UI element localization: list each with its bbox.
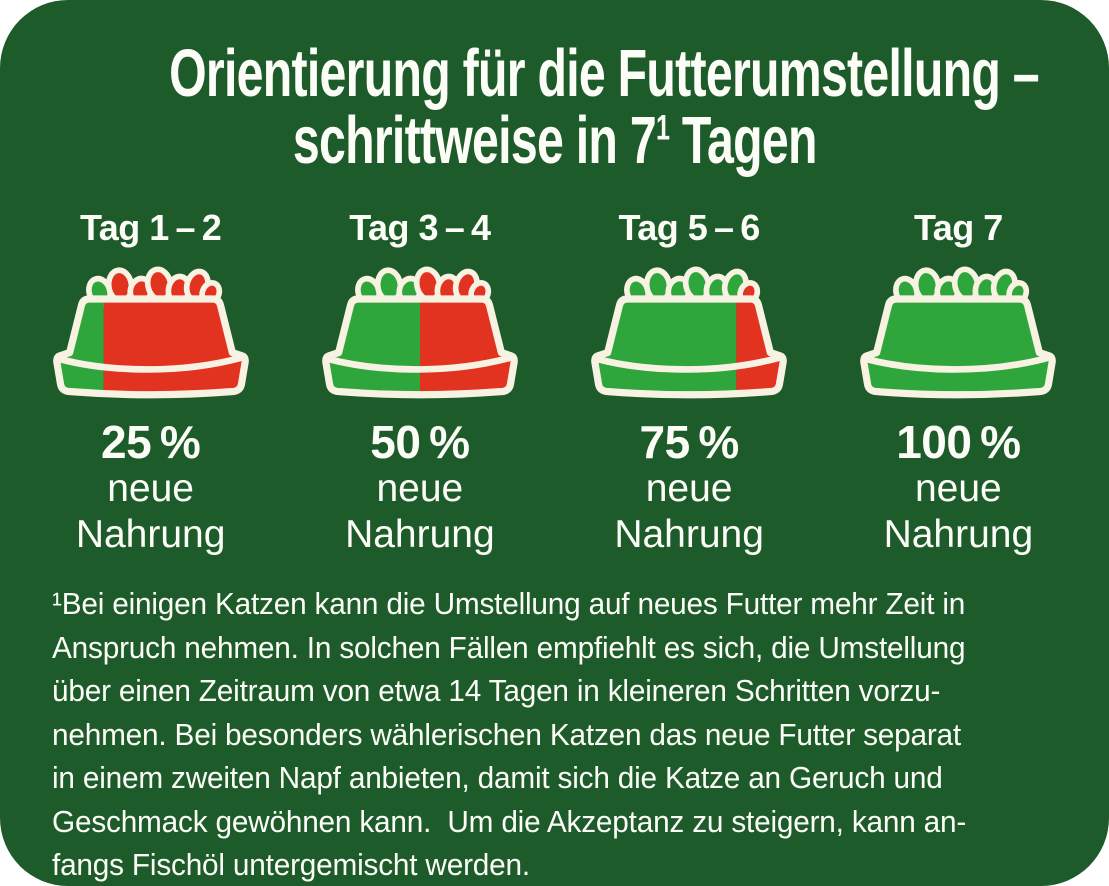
percent-caption-line2: Nahrung xyxy=(75,513,226,556)
pet-food-bowl-icon xyxy=(824,264,1093,404)
percent-caption-line1: neue xyxy=(645,467,733,510)
title-line-2: schrittweise in 71 Tagen xyxy=(293,107,818,174)
percent-value: 100 % xyxy=(896,416,1021,468)
title-line-2-suffix: Tagen xyxy=(668,103,818,178)
title-line-1: Orientierung für die Futterumstellung – xyxy=(169,36,1040,111)
footnote-marker: 1 xyxy=(655,108,670,148)
footnote-text: ¹Bei einigen Katzen kann die Umstellung … xyxy=(52,586,967,882)
page-title: Orientierung für die Futterumstellung – … xyxy=(0,0,1109,174)
percent-caption-line1: neue xyxy=(376,467,464,510)
day-label: Tag 7 xyxy=(913,207,1003,248)
percent-caption-line1: neue xyxy=(914,467,1002,510)
day-column: Tag 5 – 6 75 % neue Nahrung xyxy=(555,208,824,558)
percent-caption-line1: neue xyxy=(107,467,194,510)
pet-food-bowl-icon xyxy=(555,264,824,404)
day-column: Tag 3 – 4 50 % neue Nahrung xyxy=(285,208,554,558)
percent-value: 25 % xyxy=(100,416,201,468)
pet-food-bowl-icon xyxy=(16,264,285,404)
bowl-svg xyxy=(860,266,1057,399)
percent-value: 50 % xyxy=(370,416,470,468)
title-line-2-text: schrittweise in 7 xyxy=(292,103,657,178)
bowl-svg xyxy=(52,266,249,399)
day-label: Tag 5 – 6 xyxy=(618,207,760,248)
percent-caption-line2: Nahrung xyxy=(614,513,764,556)
percent-caption-line2: Nahrung xyxy=(345,513,495,556)
percent-value: 75 % xyxy=(639,416,739,468)
day-column: Tag 1 – 2 25 % neue Nahrung xyxy=(16,208,285,558)
day-column: Tag 7 100 % neue Nahrung xyxy=(824,208,1093,558)
day-label: Tag 3 – 4 xyxy=(349,207,491,248)
pet-food-bowl-icon xyxy=(285,264,554,404)
bowl-svg xyxy=(322,266,518,399)
percent-caption-line2: Nahrung xyxy=(883,513,1034,556)
day-label: Tag 1 – 2 xyxy=(79,207,222,248)
day-columns: Tag 1 – 2 25 % neue Nahrung Tag 3 – 4 50… xyxy=(0,208,1109,558)
bowl-svg xyxy=(591,266,787,399)
